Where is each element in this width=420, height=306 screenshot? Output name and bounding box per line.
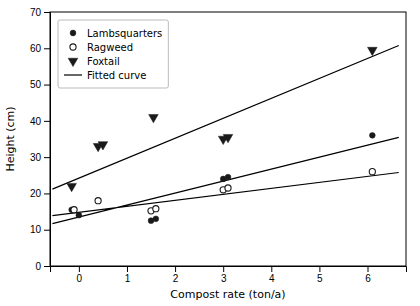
tick-label: 5: [317, 273, 323, 284]
point: [223, 134, 233, 142]
tick-mark: [44, 48, 50, 49]
tick-mark: [127, 266, 128, 272]
tick-label: 30: [30, 152, 42, 163]
legend-swatch: [68, 58, 78, 66]
y-axis-title: Height (cm): [4, 106, 17, 171]
tick-mark: [44, 85, 50, 86]
point: [153, 206, 159, 212]
tick: 50: [30, 79, 50, 90]
tick: 0: [77, 266, 83, 284]
axis-domain: [44, 13, 51, 267]
tick-label: 60: [30, 43, 42, 54]
tick-label: 0: [35, 261, 41, 272]
legend-swatch: [70, 30, 76, 36]
tick-label: 4: [269, 273, 275, 284]
tick: 6: [365, 266, 371, 284]
tick: 20: [30, 188, 50, 199]
point: [369, 132, 375, 138]
tick: 60: [30, 43, 50, 54]
legend-entry: Fitted curve: [64, 70, 146, 81]
tick-label: 3: [221, 273, 227, 284]
tick-label: 0: [77, 273, 83, 284]
tick: 5: [317, 266, 323, 284]
tick: 4: [269, 266, 275, 284]
x-axis-title: Compost rate (ton/a): [170, 288, 285, 301]
legend-label: Lambsquarters: [87, 28, 162, 39]
point: [368, 47, 378, 55]
point: [98, 142, 108, 150]
tick: 40: [30, 116, 50, 127]
legend-label: Fitted curve: [87, 70, 146, 81]
tick-mark: [44, 193, 50, 194]
tick-mark: [223, 266, 224, 272]
point: [67, 183, 77, 191]
chart: 0123456010203040506070Compost rate (ton/…: [0, 0, 420, 306]
tick: 1: [125, 266, 131, 284]
series: [71, 169, 375, 214]
tick-mark: [44, 12, 50, 13]
point: [71, 207, 77, 213]
tick-label: 1: [125, 273, 131, 284]
legend-swatch: [64, 74, 82, 75]
tick-mark: [79, 266, 80, 272]
tick-mark: [44, 121, 50, 122]
point: [225, 185, 231, 191]
tick-label: 2: [173, 273, 179, 284]
tick-label: 10: [30, 224, 42, 235]
tick: 10: [30, 224, 50, 235]
legend-box: [58, 20, 168, 88]
legend-entry: Foxtail: [68, 56, 120, 67]
point: [76, 212, 82, 218]
legend-label: Ragweed: [87, 42, 133, 53]
y-axis: 0 10 20 30 40 50 60 70: [30, 7, 51, 272]
series: [69, 132, 375, 223]
tick-label: 40: [30, 116, 42, 127]
x-axis: 0 1 2 3 4 5 6: [51, 266, 407, 284]
tick-mark: [175, 266, 176, 272]
legend-entry: Lambsquarters: [70, 28, 162, 39]
point: [153, 216, 159, 222]
legend-label: Foxtail: [87, 56, 120, 67]
tick-mark: [44, 157, 50, 158]
legend-swatch: [70, 44, 76, 50]
point: [149, 114, 159, 122]
tick: 3: [221, 266, 227, 284]
tick: 2: [173, 266, 179, 284]
fit-line: [52, 45, 398, 223]
axis-domain: [51, 267, 407, 273]
tick-mark: [319, 266, 320, 272]
tick-label: 70: [30, 7, 42, 18]
plot-area: [52, 45, 398, 223]
series: [67, 47, 377, 191]
tick-label: 6: [365, 273, 371, 284]
plot-frame: [50, 12, 406, 266]
point: [225, 174, 231, 180]
tick-label: 50: [30, 79, 42, 90]
legend-entry: Ragweed: [70, 42, 133, 53]
tick-label: 20: [30, 188, 42, 199]
tick-mark: [44, 266, 50, 267]
legend: Lambsquarters Ragweed Foxtail Fitted curve: [58, 20, 168, 88]
tick-mark: [44, 230, 50, 231]
point: [369, 169, 375, 175]
point: [95, 198, 101, 204]
tick-mark: [368, 266, 369, 272]
tick: 70: [30, 7, 50, 18]
tick-mark: [271, 266, 272, 272]
tick: 30: [30, 152, 50, 163]
tick: 0: [35, 261, 50, 272]
